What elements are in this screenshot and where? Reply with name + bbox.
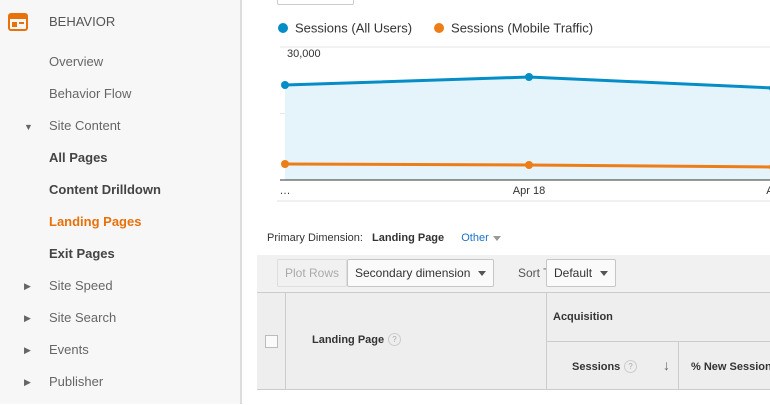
section-title[interactable]: BEHAVIOR xyxy=(49,14,116,29)
divider xyxy=(678,341,679,389)
x-tick-label: … xyxy=(280,185,291,197)
table-header: Landing Page ? Acquisition Sessions ? ↓ … xyxy=(257,292,770,405)
dimension-current[interactable]: Landing Page xyxy=(372,232,445,244)
nav-item-active[interactable]: Landing Pages xyxy=(49,214,142,229)
chart: Sessions (All Users) Sessions (Mobile Tra… xyxy=(277,20,770,202)
legend-label: Sessions (Mobile Traffic) xyxy=(451,20,593,35)
x-tick-label: Apr 18 xyxy=(513,185,545,197)
nav-item[interactable]: Publisher xyxy=(49,374,104,389)
dimension-other[interactable]: Other xyxy=(461,232,489,244)
label: Secondary dimension xyxy=(355,266,471,280)
legend-marker xyxy=(278,23,288,33)
help-icon[interactable]: ? xyxy=(388,333,401,346)
expander[interactable]: ▶ xyxy=(24,377,31,387)
caret xyxy=(600,271,609,277)
help-icon[interactable]: ? xyxy=(624,360,637,373)
nav-item[interactable]: Events xyxy=(49,342,89,357)
landing-page-header[interactable]: Landing Page xyxy=(312,334,385,346)
expander[interactable]: ▶ xyxy=(24,345,31,355)
sidebar: BEHAVIOR Overview Behavior Flow ▼ Site C… xyxy=(0,0,242,404)
secondary-dimension[interactable]: Secondary dimension xyxy=(347,259,495,287)
label: Default xyxy=(554,266,593,280)
nav-item[interactable]: All Pages xyxy=(49,150,108,165)
legend-label: Sessions (All Users) xyxy=(295,20,412,35)
divider xyxy=(285,293,286,389)
sessions-header[interactable]: Sessions xyxy=(572,361,621,373)
nav-item[interactable]: Exit Pages xyxy=(49,246,115,261)
point xyxy=(525,73,533,82)
new-sessions-header[interactable]: % New Sessions xyxy=(691,361,770,373)
table-row xyxy=(257,389,770,405)
expander[interactable]: ▼ xyxy=(24,122,33,132)
area xyxy=(285,77,770,180)
nav-item[interactable]: Site Content xyxy=(49,118,121,133)
group-header: Acquisition xyxy=(553,311,613,323)
expander[interactable]: ▶ xyxy=(24,313,31,323)
dimension-bar: Primary Dimension: Landing Page Other xyxy=(267,232,501,244)
nav-item[interactable]: Site Speed xyxy=(49,278,113,293)
nav-item[interactable]: Behavior Flow xyxy=(49,86,132,101)
point xyxy=(281,80,289,89)
nav-item[interactable]: Content Drilldown xyxy=(49,182,161,197)
nav-item[interactable]: Site Search xyxy=(49,310,117,325)
sort-arrow[interactable]: ↓ xyxy=(663,357,670,373)
dimension-label: Primary Dimension: xyxy=(267,232,363,244)
nav-item[interactable]: Overview xyxy=(49,54,104,69)
behavior-icon xyxy=(8,13,28,31)
plot-rows-button[interactable]: Plot Rows xyxy=(277,259,348,287)
checkbox[interactable] xyxy=(265,335,278,348)
top-button[interactable] xyxy=(277,0,354,5)
divider xyxy=(546,341,770,342)
caret xyxy=(492,235,501,241)
toolbar: Plot Rows Secondary dimension Sort Type:… xyxy=(257,255,770,292)
sort-dropdown[interactable]: Default xyxy=(546,259,617,287)
y-tick-label: 30,000 xyxy=(287,48,321,60)
expander[interactable]: ▶ xyxy=(24,281,31,291)
point xyxy=(525,161,533,170)
point xyxy=(281,159,289,168)
caret xyxy=(478,271,487,277)
x-tick-label: Ap xyxy=(766,185,770,197)
legend-marker xyxy=(434,23,445,33)
